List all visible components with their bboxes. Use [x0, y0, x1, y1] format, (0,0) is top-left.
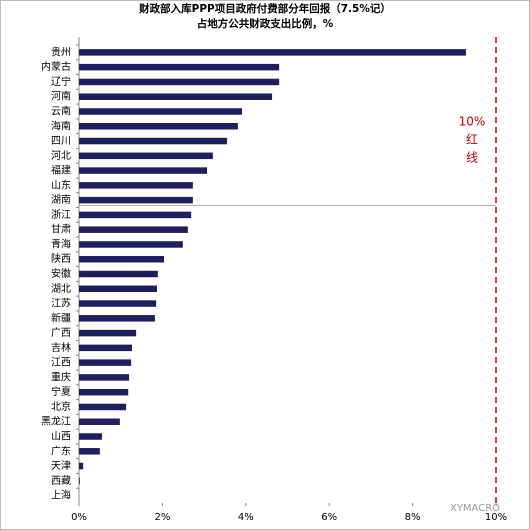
y-tick-label: 福建: [51, 164, 71, 177]
bar: [79, 182, 193, 189]
bar: [79, 255, 165, 263]
bar: [79, 344, 132, 352]
bar: [79, 226, 188, 233]
y-tick-label: 安徽: [51, 267, 71, 280]
y-tick-label: 天津: [51, 460, 71, 472]
y-tick-label: 辽宁: [51, 75, 71, 88]
bar: [79, 108, 243, 115]
x-tick-label: 4%: [238, 512, 254, 523]
chart-title: 财政部入库PPP项目政府付费部分年回报（7.5%记）: [138, 2, 391, 15]
bar: [79, 329, 137, 337]
bar: [79, 93, 273, 100]
reference-label: 红: [466, 132, 478, 147]
y-tick-label: 海南: [51, 119, 71, 132]
x-tick-label: 6%: [321, 512, 337, 523]
y-tick-label: 山东: [51, 178, 71, 191]
bar: [79, 403, 127, 411]
reference-label: 10%: [459, 115, 486, 129]
y-tick-label: 黑龙江: [41, 415, 71, 428]
x-tick-label: 10%: [485, 512, 507, 523]
y-tick-label: 北京: [51, 400, 71, 413]
bar: [79, 63, 280, 71]
bar: [79, 418, 120, 425]
bar: [79, 285, 157, 293]
bar: [79, 123, 238, 130]
bar: [79, 448, 100, 455]
x-tick-label: 2%: [154, 512, 170, 523]
y-tick-label: 西藏: [51, 475, 71, 487]
bar: [79, 300, 157, 307]
y-tick-label: 陕西: [51, 252, 71, 265]
x-tick-label: 8%: [405, 512, 421, 523]
bar: [79, 167, 208, 174]
bar: [79, 359, 132, 366]
x-tick-label: 0%: [71, 512, 87, 523]
y-tick-label: 湖北: [51, 283, 71, 295]
bar: [79, 78, 280, 86]
reference-label: 线: [466, 151, 478, 165]
y-tick-label: 河南: [51, 90, 71, 103]
bar: [79, 211, 192, 219]
watermark: XYMACRO: [450, 503, 500, 514]
y-tick-label: 四川: [51, 136, 71, 147]
y-tick-label: 江苏: [51, 297, 71, 310]
y-tick-label: 甘肃: [51, 223, 71, 236]
bar: [79, 462, 84, 470]
y-tick-label: 广东: [51, 444, 71, 457]
bar: [79, 196, 193, 204]
y-tick-label: 青海: [51, 237, 71, 250]
bar: [79, 270, 158, 278]
y-tick-label: 山西: [51, 431, 71, 443]
y-tick-label: 宁夏: [51, 385, 71, 398]
y-tick-label: 河北: [51, 150, 71, 162]
y-tick-label: 重庆: [51, 370, 71, 383]
bar: [79, 49, 466, 56]
y-tick-label: 湖南: [51, 193, 71, 206]
bar: [79, 388, 129, 396]
y-tick-label: 贵州: [51, 45, 71, 58]
bar: [79, 477, 80, 485]
y-tick-label: 浙江: [51, 209, 71, 221]
chart-subtitle: 占地方公共财政支出比例，%: [197, 17, 334, 30]
y-tick-label: 江西: [51, 357, 71, 369]
y-tick-label: 吉林: [51, 341, 71, 354]
bar: [79, 374, 130, 381]
y-tick-label: 广西: [51, 327, 71, 339]
y-tick-label: 上海: [51, 489, 71, 502]
y-tick-label: 内蒙古: [41, 60, 71, 73]
bar: [79, 433, 102, 440]
bar: [79, 315, 155, 322]
bar: [79, 152, 213, 160]
bar: [79, 137, 228, 145]
y-tick-label: 新疆: [51, 311, 71, 324]
bar: [79, 241, 183, 248]
y-tick-label: 云南: [51, 104, 71, 117]
